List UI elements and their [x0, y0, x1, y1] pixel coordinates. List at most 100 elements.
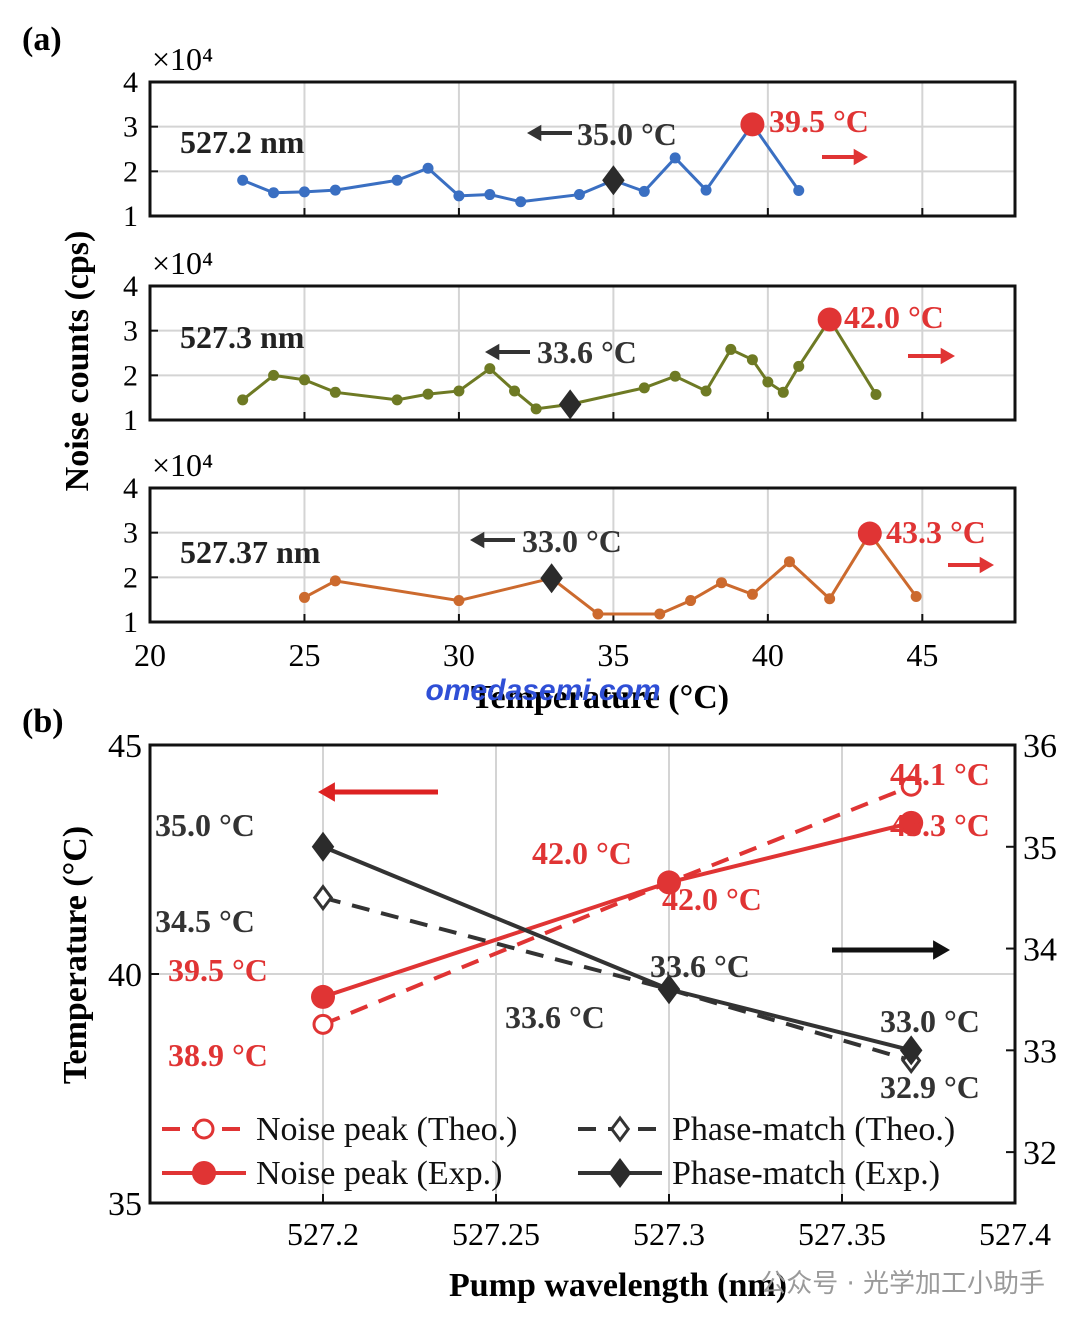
data-point — [484, 189, 496, 201]
y-tick-label: 1 — [123, 606, 138, 639]
wavelength-label: 527.37 nm — [180, 534, 321, 570]
legend-label: Phase-match (Exp.) — [672, 1155, 940, 1192]
y-tick-label: 3 — [123, 517, 138, 550]
data-point — [237, 174, 249, 186]
x-tick-label: 20 — [134, 637, 166, 673]
grid — [150, 82, 1015, 216]
y-tick-label: 3 — [123, 315, 138, 348]
data-point — [700, 385, 712, 397]
panel-a-noise-vs-temperature: 1 2 3 4 ×10⁴ 527.2 nm 35.0 °C 39.5 °C 1 2 3 4 ×10⁴ 5… — [59, 41, 1017, 716]
data-point-open-circle — [312, 1013, 334, 1035]
y-tick-label-right: 35 — [1023, 830, 1057, 867]
data-point — [824, 593, 836, 605]
data-point — [783, 556, 795, 568]
y-multiplier: ×10⁴ — [152, 447, 213, 483]
plot-frame — [148, 80, 1017, 218]
y-tick-label-right: 32 — [1023, 1135, 1057, 1172]
data-point-diamond — [899, 1035, 923, 1066]
series-noise-peak-exp — [311, 810, 924, 1009]
noise-peak-label: 42.0 °C — [844, 299, 944, 335]
plot-frame — [148, 486, 1017, 624]
x-tick-label: 30 — [443, 637, 475, 673]
data-point — [509, 385, 521, 397]
y-multiplier: ×10⁴ — [152, 41, 213, 77]
x-tick-label: 45 — [906, 637, 938, 673]
data-point — [298, 591, 310, 603]
subplot-527-37nm: 1 2 3 4 ×10⁴ 527.37 nm 33.0 °C 43.3 °C — [123, 447, 1017, 639]
data-point-diamond — [311, 831, 335, 862]
series-phase-match-exp — [311, 831, 923, 1066]
data-point — [725, 343, 737, 355]
phase-match-label: 35.0 °C — [577, 116, 677, 152]
data-point-open-circle — [900, 775, 922, 797]
data-label: 38.9 °C — [168, 1037, 268, 1073]
data-point — [746, 354, 758, 366]
data-point — [654, 608, 666, 620]
x-tick-label: 527.2 — [287, 1216, 359, 1252]
y-tick-label: 4 — [123, 270, 138, 303]
legend: Noise peak (Theo.) Phase-match (Theo.) Noi… — [162, 1111, 955, 1192]
data-point — [910, 591, 922, 603]
data-point — [638, 185, 650, 197]
data-label: 33.6 °C — [650, 948, 750, 984]
series-phase-match-theo — [312, 884, 922, 1075]
panel-b-y-label: Temperature (°C) — [57, 826, 94, 1084]
panel-b-series — [311, 775, 924, 1075]
y-tick-label-right: 34 — [1023, 932, 1057, 969]
y-tick-label: 4 — [123, 472, 138, 505]
y-tick-label-right: 36 — [1023, 728, 1057, 765]
data-label: 39.5 °C — [168, 952, 268, 988]
data-point — [685, 595, 697, 607]
data-point — [329, 386, 341, 398]
data-label: 33.0 °C — [880, 1003, 980, 1039]
phase-match-marker — [540, 563, 563, 594]
panel-b-temperature-vs-wavelength: 38.9 °C 42.0 °C 44.1 °C 39.5 °C 42.0 °C 43.3 … — [57, 728, 1057, 1304]
data-label: 34.5 °C — [155, 903, 255, 939]
legend-entry: Noise peak (Theo.) — [162, 1111, 518, 1148]
data-point — [422, 162, 434, 174]
phase-match-arrow — [527, 124, 572, 142]
legend-entry: Phase-match (Theo.) — [578, 1111, 955, 1148]
legend-marker — [192, 1161, 216, 1185]
data-point — [777, 386, 789, 398]
data-point — [592, 608, 604, 620]
phase-match-arrow — [485, 343, 530, 361]
noise-peak-label: 43.3 °C — [886, 514, 986, 550]
data-point — [793, 360, 805, 372]
data-point — [298, 374, 310, 386]
panel-b-label: (b) — [22, 703, 64, 740]
data-point-circle — [657, 870, 681, 895]
right-axis-arrow — [832, 940, 950, 960]
series-noise-peak-theo — [312, 775, 922, 1035]
phase-match-arrow-head — [485, 343, 500, 361]
legend-entry: Noise peak (Exp.) — [162, 1155, 502, 1192]
y-tick-label: 2 — [123, 561, 138, 594]
subplot-527-2nm: 1 2 3 4 ×10⁴ 527.2 nm 35.0 °C 39.5 °C — [123, 41, 1017, 233]
data-point — [700, 184, 712, 196]
y-tick-label: 3 — [123, 111, 138, 144]
data-point — [530, 403, 542, 415]
data-point — [237, 394, 249, 406]
x-tick-label: 25 — [288, 637, 320, 673]
y-tick-label-left: 45 — [108, 728, 142, 765]
y-tick-label: 2 — [123, 155, 138, 188]
y-tick-label: 2 — [123, 359, 138, 392]
x-tick-label: 35 — [597, 637, 629, 673]
subplot-527-3nm: 1 2 3 4 ×10⁴ 527.3 nm 33.6 °C 42.0 °C — [123, 245, 1017, 437]
phase-match-marker — [602, 165, 625, 196]
y-tick-label-left: 35 — [108, 1186, 142, 1223]
data-label: 35.0 °C — [155, 807, 255, 843]
data-point — [391, 394, 403, 406]
x-tick-label: 527.4 — [979, 1216, 1051, 1252]
data-point — [638, 382, 650, 394]
panel-b-axes: 35 40 45 32 33 34 35 36 527.2 527.25 527.3 527.35 52… — [108, 728, 1057, 1252]
y-tick-label-left: 40 — [108, 957, 142, 994]
x-tick-label: 40 — [752, 637, 784, 673]
phase-match-arrow-head — [470, 531, 485, 549]
data-point — [329, 575, 341, 587]
data-point-open-diamond — [312, 884, 334, 912]
legend-label: Phase-match (Theo.) — [672, 1111, 955, 1148]
data-point — [669, 370, 681, 382]
series-line — [322, 895, 912, 1063]
